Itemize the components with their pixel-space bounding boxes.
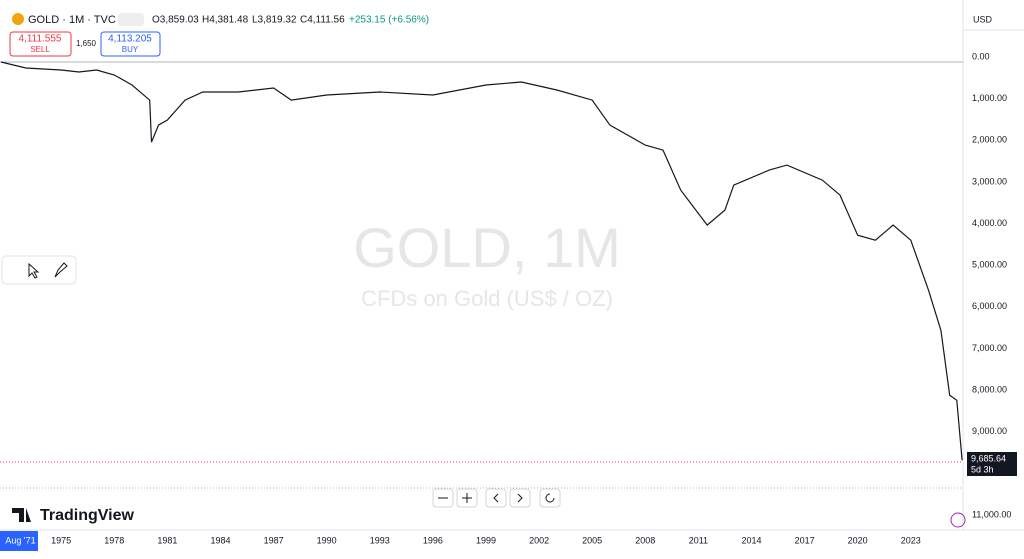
y-tick-label: 7,000.00 bbox=[972, 343, 1007, 353]
y-tick-label: 6,000.00 bbox=[972, 301, 1007, 311]
y-tick-label: 5,000.00 bbox=[972, 260, 1007, 270]
x-tick-label: 1981 bbox=[157, 535, 177, 545]
icon bbox=[517, 493, 523, 503]
change: +253.15 (+6.56%) bbox=[349, 15, 429, 26]
ohlc-close: C4,111.56 bbox=[300, 15, 345, 26]
sell-label: SELL bbox=[30, 45, 50, 54]
symbol[interactable]: GOLD · 1M · TVC bbox=[28, 14, 116, 26]
toggle[interactable] bbox=[118, 13, 144, 26]
x-tick-label: 2017 bbox=[795, 535, 815, 545]
y-tick-label: 9,000.00 bbox=[972, 426, 1007, 436]
y-tick-label: 0.00 bbox=[972, 51, 990, 61]
y-tick-label: 1,000.00 bbox=[972, 93, 1007, 103]
x-tick-label: 1993 bbox=[370, 535, 390, 545]
x-tick-label: 2005 bbox=[582, 535, 602, 545]
x-tick-label: 2020 bbox=[848, 535, 868, 545]
x-tick-label: Aug '71 bbox=[5, 535, 35, 545]
price-line bbox=[0, 61, 963, 461]
x-tick-label: 1999 bbox=[476, 535, 496, 545]
price-tag bbox=[967, 452, 1017, 476]
zoom-toolbar bbox=[432, 488, 561, 508]
watermark-title: GOLD, 1M bbox=[353, 216, 621, 279]
x-tick-label: 1978 bbox=[104, 535, 124, 545]
icon bbox=[545, 493, 555, 503]
x-tick-label: 1990 bbox=[317, 535, 337, 545]
y-tick-label: 8,000.00 bbox=[972, 384, 1007, 394]
symbol-icon bbox=[12, 13, 24, 25]
time-cursor bbox=[0, 531, 38, 551]
x-tick-label: 2008 bbox=[635, 535, 655, 545]
y-tick-label: 11,000.00 bbox=[972, 509, 1011, 519]
drawing-toolbar bbox=[1, 255, 77, 285]
ohlc-open: O3,859.03 bbox=[152, 15, 199, 26]
x-tick-label: 2023 bbox=[901, 535, 921, 545]
buy-button[interactable] bbox=[100, 31, 161, 57]
scroll-left[interactable] bbox=[485, 488, 507, 508]
spread: 1,650 bbox=[76, 39, 97, 48]
reset[interactable] bbox=[539, 488, 561, 508]
icon bbox=[462, 493, 472, 503]
cursor-tool[interactable] bbox=[28, 262, 40, 279]
watermark-subtitle: CFDs on Gold (US$ / OZ) bbox=[361, 286, 613, 311]
x-tick-label: 2011 bbox=[689, 535, 708, 545]
y-tick-label: 3,000.00 bbox=[972, 176, 1007, 186]
ohlc-high: H4,381.48 bbox=[202, 15, 249, 26]
currency[interactable]: USD bbox=[973, 14, 993, 24]
sell-button[interactable] bbox=[9, 31, 72, 57]
buy-price: 4,113.205 bbox=[108, 34, 152, 45]
x-tick-label: 1975 bbox=[51, 535, 71, 545]
price-tag-value: 9,685.64 bbox=[971, 453, 1006, 463]
scroll-right[interactable] bbox=[509, 488, 531, 508]
ohlc-low: L3,819.32 bbox=[252, 15, 297, 26]
x-tick-label: 2002 bbox=[529, 535, 549, 545]
buy-label: BUY bbox=[122, 45, 139, 54]
x-tick-label: 1996 bbox=[423, 535, 443, 545]
brand-logo bbox=[12, 508, 31, 522]
sell-price: 4,111.555 bbox=[18, 34, 61, 45]
x-tick-label: 1987 bbox=[264, 535, 284, 545]
x-tick-label: 1984 bbox=[210, 535, 230, 545]
y-tick-label: 2,000.00 bbox=[972, 135, 1007, 145]
x-tick-label: 2014 bbox=[741, 535, 761, 545]
price-tag-countdown: 5d 3h bbox=[971, 464, 994, 474]
flash-icon[interactable] bbox=[950, 512, 966, 528]
brand-name: TradingView bbox=[40, 507, 135, 524]
pen-tool[interactable] bbox=[54, 262, 68, 278]
icon bbox=[493, 493, 499, 503]
y-tick-label: 4,000.00 bbox=[972, 218, 1007, 228]
